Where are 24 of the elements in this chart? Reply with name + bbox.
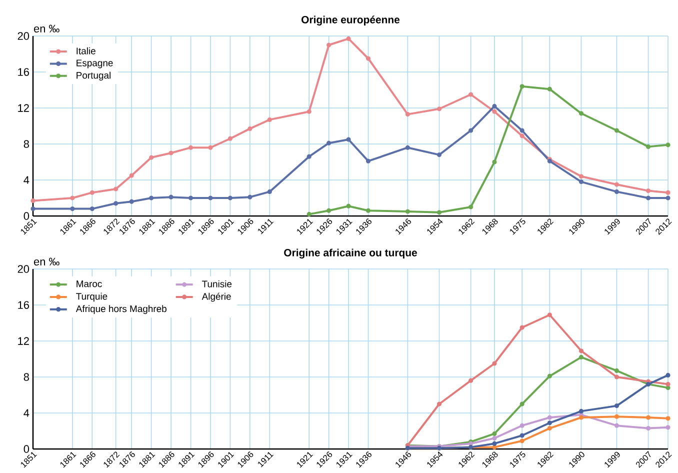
legend-label: Espagne bbox=[76, 60, 113, 68]
y-tick-label: 4 bbox=[24, 176, 30, 184]
chart-title: Origine européenne bbox=[302, 16, 400, 26]
chart-title: Origine africaine ou turque bbox=[284, 248, 417, 259]
y-tick-label: 4 bbox=[24, 409, 30, 417]
legend-label: Tunisie bbox=[202, 280, 232, 288]
legend-label: Portugal bbox=[76, 72, 110, 81]
y-tick-label: 0 bbox=[24, 445, 30, 453]
y-tick-label: 16 bbox=[18, 68, 29, 76]
y-tick-label: 0 bbox=[24, 212, 30, 220]
legend-label: Turquie bbox=[76, 292, 108, 302]
y-tick-label: 12 bbox=[18, 104, 29, 112]
legend-label: Italie bbox=[76, 47, 96, 54]
y-tick-label: 20 bbox=[18, 265, 30, 273]
y-tick-label: 12 bbox=[18, 337, 29, 345]
y-tick-label: 16 bbox=[18, 301, 29, 309]
y-tick-label: 20 bbox=[18, 32, 30, 40]
y-tick-label: 8 bbox=[24, 140, 29, 148]
y-tick-label: 8 bbox=[24, 373, 29, 381]
legend-label: Maroc bbox=[76, 280, 102, 288]
legend-label: Afrique hors Maghreb bbox=[76, 305, 166, 314]
y-axis-title: en ‰ bbox=[34, 24, 60, 32]
legend-label: Algérie bbox=[202, 292, 231, 302]
y-axis-title: en ‰ bbox=[34, 258, 60, 266]
